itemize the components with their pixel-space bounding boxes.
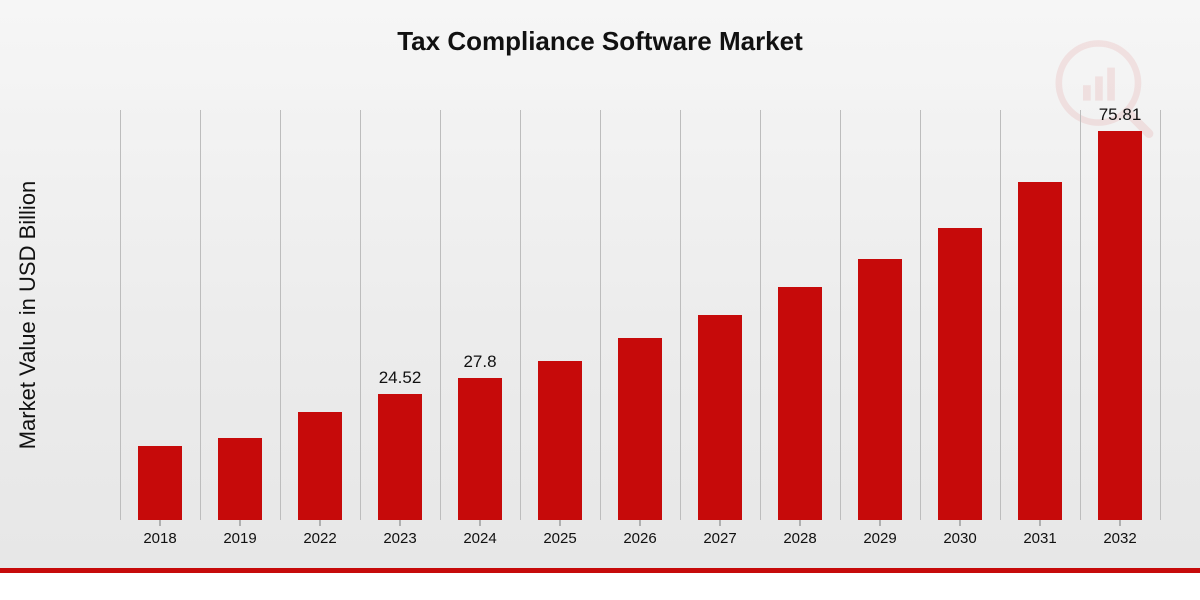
- footer-stripe: [0, 568, 1200, 600]
- x-axis: 2018 2019 2022 2023 2024 2025 2026 2027 2028 2029…: [120, 520, 1160, 560]
- x-tick-mark: [960, 520, 961, 526]
- bar-value-label: 75.81: [1099, 105, 1142, 125]
- bar-2028: [778, 287, 822, 520]
- bar-2029: [858, 259, 902, 520]
- bar-fill: [698, 315, 742, 520]
- x-tick-mark: [1120, 520, 1121, 526]
- gridline: [760, 110, 761, 520]
- plot-area: 24.52 27.8 75.81: [120, 110, 1160, 520]
- gridline: [680, 110, 681, 520]
- gridline: [600, 110, 601, 520]
- gridline: [840, 110, 841, 520]
- bar-2031: [1018, 182, 1062, 520]
- bar-fill: [458, 378, 502, 520]
- bar-2019: [218, 438, 262, 520]
- gridline: [360, 110, 361, 520]
- bar-fill: [778, 287, 822, 520]
- bar-fill: [938, 228, 982, 520]
- x-tick-mark: [320, 520, 321, 526]
- bar-2024: 27.8: [458, 378, 502, 520]
- gridline: [1160, 110, 1161, 520]
- x-tick-mark: [240, 520, 241, 526]
- bar-2022: [298, 412, 342, 520]
- x-tick-label: 2022: [303, 530, 336, 547]
- x-tick-label: 2032: [1103, 530, 1136, 547]
- gridline: [280, 110, 281, 520]
- x-tick-label: 2029: [863, 530, 896, 547]
- bar-fill: [858, 259, 902, 520]
- x-tick-label: 2026: [623, 530, 656, 547]
- chart-canvas: Tax Compliance Software Market Market Va…: [0, 0, 1200, 600]
- x-tick-mark: [160, 520, 161, 526]
- x-tick-label: 2027: [703, 530, 736, 547]
- x-tick-mark: [720, 520, 721, 526]
- bar-2025: [538, 361, 582, 520]
- x-tick-mark: [800, 520, 801, 526]
- footer-white-bar: [0, 573, 1200, 600]
- bar-2023: 24.52: [378, 394, 422, 520]
- gridline: [440, 110, 441, 520]
- gridline: [1000, 110, 1001, 520]
- x-tick-label: 2025: [543, 530, 576, 547]
- bar-fill: [1018, 182, 1062, 520]
- x-tick-mark: [480, 520, 481, 526]
- bar-fill: [1098, 131, 1142, 520]
- x-tick-label: 2019: [223, 530, 256, 547]
- bar-2030: [938, 228, 982, 520]
- x-tick-mark: [1040, 520, 1041, 526]
- bar-fill: [218, 438, 262, 520]
- bar-value-label: 27.8: [463, 352, 496, 372]
- bar-fill: [298, 412, 342, 520]
- bar-fill: [138, 446, 182, 520]
- x-tick-label: 2030: [943, 530, 976, 547]
- x-tick-label: 2028: [783, 530, 816, 547]
- x-tick-label: 2018: [143, 530, 176, 547]
- x-tick-label: 2023: [383, 530, 416, 547]
- x-tick-label: 2024: [463, 530, 496, 547]
- x-tick-mark: [560, 520, 561, 526]
- bar-2032: 75.81: [1098, 131, 1142, 520]
- bar-2018: [138, 446, 182, 520]
- x-tick-mark: [640, 520, 641, 526]
- gridline: [1080, 110, 1081, 520]
- gridline: [200, 110, 201, 520]
- gridline: [120, 110, 121, 520]
- gridline: [520, 110, 521, 520]
- x-tick-mark: [400, 520, 401, 526]
- bar-2026: [618, 338, 662, 520]
- bar-fill: [618, 338, 662, 520]
- bar-fill: [538, 361, 582, 520]
- bar-value-label: 24.52: [379, 368, 422, 388]
- bar-2027: [698, 315, 742, 520]
- bar-fill: [378, 394, 422, 520]
- chart-title: Tax Compliance Software Market: [0, 26, 1200, 57]
- x-tick-label: 2031: [1023, 530, 1056, 547]
- gridline: [920, 110, 921, 520]
- y-axis-label: Market Value in USD Billion: [15, 181, 41, 450]
- x-tick-mark: [880, 520, 881, 526]
